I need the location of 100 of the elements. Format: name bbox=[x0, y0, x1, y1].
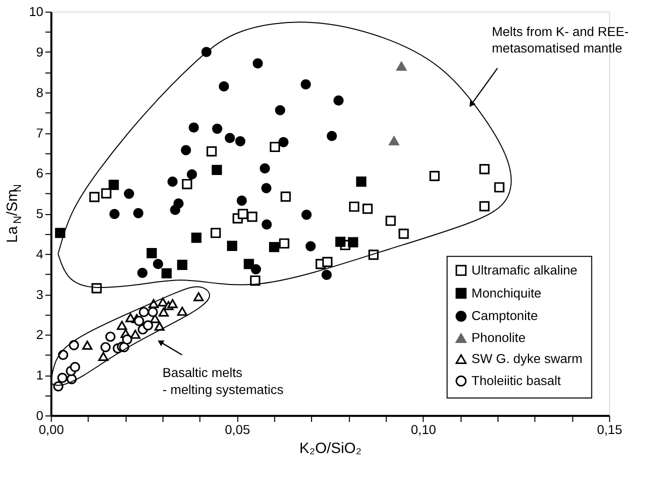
point bbox=[182, 178, 192, 190]
point bbox=[158, 308, 169, 317]
point bbox=[335, 236, 346, 247]
point bbox=[270, 142, 280, 152]
y-tick-label: 4 bbox=[36, 246, 44, 262]
y-tick-label: 9 bbox=[36, 44, 44, 60]
x-tick-label: 0,10 bbox=[410, 422, 436, 437]
annotation: Basaltic melts - melting systematics bbox=[162, 364, 284, 397]
point bbox=[280, 191, 291, 202]
point bbox=[274, 105, 286, 116]
point bbox=[142, 320, 154, 330]
y-tick-label: 7 bbox=[36, 125, 44, 140]
point bbox=[57, 372, 68, 383]
legend-label: Camptonite bbox=[472, 308, 538, 324]
y-tick-label: 3 bbox=[36, 286, 44, 302]
point bbox=[206, 146, 217, 156]
y-tick-label: 5 bbox=[36, 206, 44, 222]
point bbox=[193, 292, 204, 302]
point bbox=[100, 342, 111, 352]
point bbox=[322, 256, 332, 268]
x-axis-title: K₂O/SiO₂ bbox=[299, 440, 362, 457]
point bbox=[398, 228, 409, 239]
point bbox=[167, 176, 178, 187]
point bbox=[210, 228, 221, 238]
y-tick-label: 6 bbox=[36, 166, 44, 181]
point bbox=[250, 264, 262, 274]
point bbox=[82, 340, 92, 350]
point bbox=[70, 362, 80, 372]
point bbox=[333, 95, 344, 106]
point bbox=[322, 270, 332, 280]
point bbox=[101, 188, 112, 198]
point bbox=[362, 204, 373, 214]
point bbox=[212, 124, 222, 134]
point bbox=[301, 210, 312, 220]
point bbox=[349, 202, 360, 212]
point bbox=[244, 258, 254, 270]
point bbox=[236, 196, 247, 206]
y-tick-label: 0 bbox=[36, 408, 44, 423]
point bbox=[348, 237, 358, 248]
point bbox=[177, 260, 188, 270]
point bbox=[134, 316, 144, 326]
point bbox=[161, 268, 172, 278]
point bbox=[261, 183, 272, 194]
point bbox=[479, 201, 490, 212]
y-tick-label: 1 bbox=[36, 368, 44, 383]
point bbox=[133, 208, 144, 218]
point bbox=[218, 81, 230, 92]
point bbox=[89, 192, 100, 202]
point bbox=[479, 164, 490, 174]
point bbox=[130, 330, 140, 339]
point bbox=[188, 122, 199, 133]
point bbox=[68, 340, 80, 350]
point bbox=[262, 219, 272, 230]
point bbox=[124, 188, 134, 199]
point bbox=[494, 182, 504, 192]
point bbox=[177, 306, 188, 316]
point bbox=[109, 208, 120, 220]
point bbox=[247, 212, 258, 222]
y-tick-label: 8 bbox=[36, 84, 44, 100]
y-tick-label: 10 bbox=[28, 4, 44, 20]
point bbox=[167, 299, 178, 308]
point bbox=[226, 240, 238, 251]
x-tick-label: 0,15 bbox=[597, 422, 622, 437]
point bbox=[396, 62, 407, 71]
point bbox=[158, 297, 168, 307]
point bbox=[356, 176, 366, 187]
point bbox=[269, 242, 280, 252]
point bbox=[235, 136, 246, 146]
point bbox=[55, 228, 66, 238]
point bbox=[326, 130, 337, 142]
point bbox=[105, 332, 116, 342]
point bbox=[279, 238, 290, 249]
point bbox=[148, 306, 158, 318]
legend-label: Ultramafic alkaline bbox=[472, 262, 578, 278]
point bbox=[429, 170, 440, 182]
legend-label: Monchiquite bbox=[472, 285, 542, 300]
point bbox=[386, 216, 396, 226]
point bbox=[138, 306, 150, 318]
point bbox=[300, 79, 311, 90]
x-tick-label: 0,00 bbox=[38, 422, 64, 437]
point bbox=[186, 169, 198, 180]
legend-label: Phonolite bbox=[472, 330, 526, 346]
point bbox=[137, 268, 148, 278]
point bbox=[224, 132, 235, 144]
point bbox=[252, 58, 263, 68]
point bbox=[146, 248, 157, 258]
point bbox=[152, 258, 164, 270]
point bbox=[306, 241, 316, 252]
point bbox=[388, 136, 400, 146]
x-tick-label: 0,05 bbox=[224, 422, 250, 437]
point bbox=[278, 136, 289, 148]
point bbox=[170, 204, 180, 216]
point bbox=[191, 232, 202, 243]
legend-label: Tholeiitic basalt bbox=[472, 373, 562, 388]
point bbox=[108, 180, 119, 190]
point bbox=[238, 208, 248, 220]
point bbox=[122, 334, 132, 345]
annotation: Melts from K- and REE- metasomatised mantle bbox=[492, 24, 629, 56]
point bbox=[98, 352, 108, 362]
point bbox=[260, 163, 270, 174]
